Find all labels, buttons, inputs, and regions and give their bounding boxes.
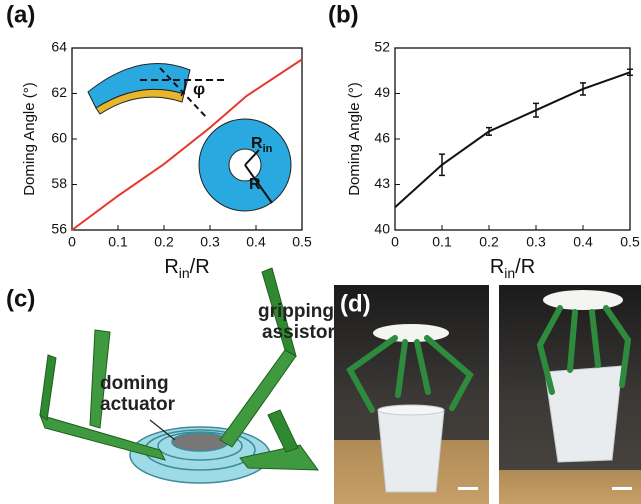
- y-tick-label: 56: [51, 221, 67, 237]
- illustration-label: gripping: [258, 301, 334, 322]
- x-tick-label: 0.2: [479, 234, 499, 250]
- x-tick-label: 0.1: [108, 234, 128, 250]
- y-tick-label: 40: [374, 221, 390, 237]
- photo: [499, 285, 641, 504]
- illustration-label: assistor: [262, 322, 335, 343]
- photo: (d): [334, 285, 489, 504]
- y-tick-label: 60: [51, 130, 67, 146]
- x-tick-label: 0.4: [573, 234, 593, 250]
- x-axis-label: Rin/R: [164, 256, 209, 280]
- panel-label: (a): [6, 1, 35, 28]
- x-axis-label: Rin/R: [490, 256, 535, 280]
- y-tick-label: 58: [51, 175, 67, 191]
- x-tick-label: 0.2: [154, 234, 174, 250]
- x-axis-label-part: /R: [190, 256, 210, 278]
- x-tick-label: 0.3: [526, 234, 546, 250]
- gripper-illustration: gripping assistor doming actuator: [40, 268, 335, 483]
- y-tick-label: 62: [51, 84, 67, 100]
- plot-frame: [395, 48, 630, 230]
- panel-label: (b): [328, 1, 359, 28]
- x-tick-label: 0.5: [292, 234, 312, 250]
- data-line: [395, 72, 630, 207]
- annotation: R: [249, 176, 261, 193]
- x-tick-label: 0: [391, 234, 399, 250]
- y-tick-label: 52: [374, 39, 390, 55]
- x-axis-label-part: R: [490, 256, 504, 278]
- x-tick-label: 0.5: [620, 234, 640, 250]
- x-axis-label-part: in: [179, 265, 190, 281]
- y-tick-label: 49: [374, 84, 390, 100]
- y-tick-label: 64: [51, 39, 67, 55]
- x-tick-label: 0.3: [200, 234, 220, 250]
- illustration-label: actuator: [100, 394, 176, 415]
- panel-label: (d): [340, 290, 371, 317]
- x-axis-label-part: R: [164, 256, 178, 278]
- x-tick-label: 0: [68, 234, 76, 250]
- x-axis-label-part: in: [504, 265, 515, 281]
- y-axis-label: Doming Angle (°): [346, 82, 363, 196]
- y-axis-label: Doming Angle (°): [21, 82, 38, 196]
- annotation: φ: [193, 79, 205, 98]
- figure: (a) (b) (c) φ Rin R gripping assistor do…: [0, 0, 641, 504]
- x-tick-label: 0.1: [432, 234, 452, 250]
- x-axis-label-part: /R: [515, 256, 535, 278]
- error-bar: [439, 154, 445, 175]
- panel-label: (c): [6, 285, 35, 312]
- x-tick-label: 0.4: [246, 234, 266, 250]
- illustration-label: doming: [100, 373, 169, 394]
- y-tick-label: 43: [374, 175, 390, 191]
- y-tick-label: 46: [374, 130, 390, 146]
